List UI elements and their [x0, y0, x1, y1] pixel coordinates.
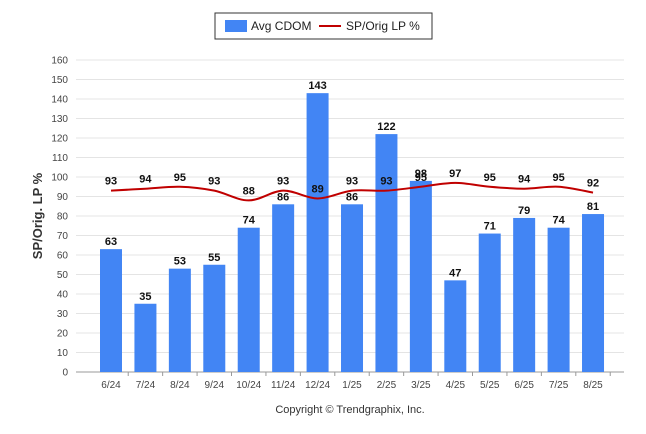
- x-tick-label: 8/24: [170, 380, 190, 391]
- line-data-label: 89: [311, 183, 323, 195]
- bar: [306, 93, 329, 373]
- line-data-label: 93: [346, 176, 358, 188]
- line-data-label: 95: [552, 172, 564, 184]
- legend-label-avg-cdom: Avg CDOM: [251, 19, 311, 33]
- bar-data-label: 81: [587, 201, 599, 213]
- x-tick-label: 12/24: [305, 380, 330, 391]
- bar-data-label: 55: [208, 252, 220, 264]
- y-tick-label: 50: [57, 270, 69, 281]
- line-data-label: 93: [380, 176, 392, 188]
- line-data-label: 94: [518, 174, 531, 186]
- line-data-label: 95: [174, 172, 186, 184]
- legend-swatch-avg-cdom: [225, 20, 247, 32]
- line-data-label: 93: [277, 176, 289, 188]
- y-tick-label: 70: [57, 231, 69, 242]
- x-tick-label: 8/25: [583, 380, 603, 391]
- bar: [375, 134, 398, 372]
- bar-data-label: 143: [308, 80, 326, 92]
- x-tick-label: 6/24: [101, 380, 121, 391]
- y-tick-label: 80: [57, 212, 69, 223]
- y-tick-label: 60: [57, 251, 69, 262]
- bar: [582, 214, 605, 372]
- y-tick-label: 130: [51, 114, 68, 125]
- bar: [100, 249, 122, 372]
- bar: [203, 264, 226, 372]
- x-tick-label: 9/24: [205, 380, 225, 391]
- line-data-label: 95: [484, 172, 496, 184]
- bar-data-label: 74: [243, 215, 256, 227]
- y-tick-label: 160: [51, 56, 68, 67]
- x-tick-label: 7/24: [136, 380, 156, 391]
- x-tick-labels: 6/24 7/24 8/24 9/24 10/24 11/24 12/24 1/25 2/25 3…: [101, 372, 611, 391]
- bar: [444, 280, 467, 372]
- y-tick-label: 110: [52, 153, 68, 164]
- y-tick-label: 100: [51, 173, 68, 184]
- x-tick-label: 5/25: [480, 380, 500, 391]
- bar: [168, 268, 191, 372]
- x-tick-label: 1/25: [342, 380, 362, 391]
- bar: [237, 227, 260, 372]
- bar-series-avg-cdom: [100, 93, 605, 373]
- line-data-label: 97: [449, 168, 461, 180]
- bar-data-label: 86: [277, 191, 289, 203]
- line-data-label: 93: [105, 176, 117, 188]
- y-tick-label: 120: [51, 134, 68, 145]
- bar-data-label: 86: [346, 191, 358, 203]
- bar-data-label: 122: [377, 121, 395, 133]
- x-tick-label: 6/25: [514, 380, 534, 391]
- line-data-label: 93: [208, 176, 220, 188]
- bar-data-label: 79: [518, 205, 530, 217]
- x-tick-label: 2/25: [377, 380, 397, 391]
- x-tick-label: 11/24: [271, 380, 296, 391]
- bar-data-label: 74: [552, 215, 565, 227]
- line-path: [110, 181, 594, 202]
- bar: [134, 303, 157, 372]
- line-data-label: 94: [139, 174, 152, 186]
- bar-data-label: 47: [449, 267, 461, 279]
- x-tick-label: 4/25: [446, 380, 466, 391]
- bar-data-label: 71: [484, 221, 496, 233]
- y-tick-label: 40: [57, 290, 69, 301]
- line-series-sp-orig-lp: [110, 181, 594, 202]
- y-tick-labels: 0 10 20 30 40 50 60 70 80 90 100 110 120 130 140 150 160: [51, 56, 68, 379]
- y-axis-label: SP/Orig. LP %: [30, 172, 45, 259]
- data-labels: 63 35 53 55 74 86 143 86 122 98 47 71 79 74 81 93 94 95 93…: [105, 80, 599, 303]
- y-tick-label: 30: [57, 309, 69, 320]
- x-tick-label: 3/25: [411, 380, 431, 391]
- bar: [272, 204, 295, 372]
- bar-data-label: 35: [139, 291, 151, 303]
- bar: [409, 180, 432, 372]
- bar-data-label: 98: [415, 168, 427, 180]
- x-tick-label: 7/25: [549, 380, 569, 391]
- legend: Avg CDOM SP/Orig LP %: [214, 12, 433, 40]
- bar: [547, 227, 570, 372]
- legend-label-sp-orig-lp: SP/Orig LP %: [346, 19, 420, 33]
- bar-data-label: 63: [105, 236, 117, 248]
- y-tick-label: 20: [57, 329, 69, 340]
- bar-data-label: 53: [174, 256, 186, 268]
- copyright-text: Copyright © Trendgraphix, Inc.: [275, 404, 424, 416]
- bar: [478, 233, 501, 372]
- y-tick-label: 150: [51, 75, 68, 86]
- line-data-label: 88: [243, 185, 255, 197]
- y-tick-label: 90: [57, 192, 69, 203]
- bar: [341, 204, 364, 372]
- y-tick-label: 140: [51, 95, 68, 106]
- line-data-label: 95: [415, 172, 427, 184]
- y-tick-label: 0: [62, 368, 68, 379]
- x-tick-label: 10/24: [236, 380, 261, 391]
- bar: [513, 217, 536, 372]
- y-tick-label: 10: [57, 348, 69, 359]
- line-data-label: 92: [587, 178, 599, 190]
